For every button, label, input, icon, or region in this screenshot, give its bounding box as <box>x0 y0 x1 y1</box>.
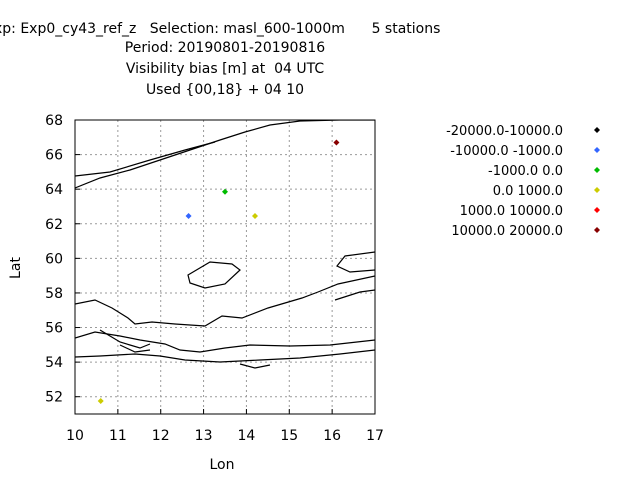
legend-label: -10000.0 -1000.0 <box>450 144 563 159</box>
y-tick-label: 54 <box>45 355 63 371</box>
grid-lines <box>74 119 376 414</box>
y-tick-label: 52 <box>45 390 63 406</box>
data-point <box>333 139 340 146</box>
x-tick-label: 12 <box>152 428 170 444</box>
x-tick-label: 16 <box>323 428 341 444</box>
title-experiment-line: xp: Exp0_cy43_ref_z Selection: masl_600-… <box>0 21 441 37</box>
legend-marker <box>594 127 600 133</box>
data-point <box>222 188 228 195</box>
data-points <box>97 139 340 405</box>
title-period-line: Period: 20190801-20190816 <box>124 40 326 56</box>
x-tick-label: 11 <box>109 428 127 444</box>
title-used-line: Used {00,18} + 04 10 <box>145 82 305 98</box>
legend-label: 10000.0 20000.0 <box>451 224 563 239</box>
legend-marker <box>594 167 600 173</box>
chart-title: Visibility bias [m] at 04 UTC <box>125 61 325 77</box>
data-point <box>97 398 104 405</box>
x-tick-label: 13 <box>195 428 213 444</box>
legend-marker <box>594 187 600 193</box>
y-tick-label: 64 <box>45 182 63 198</box>
legend: -20000.0-10000.0 -10000.0 -1000.0 -1000.0 … <box>446 124 600 239</box>
legend-label: 1000.0 10000.0 <box>460 204 563 219</box>
x-axis-label: Lon <box>210 457 235 473</box>
legend-label: -1000.0 0.0 <box>488 164 563 179</box>
legend-label: -20000.0-10000.0 <box>446 124 563 139</box>
x-axis-ticks: 10 11 12 13 14 15 16 17 <box>66 409 384 444</box>
data-point <box>185 212 192 219</box>
legend-marker <box>594 227 600 233</box>
y-axis-label: Lat <box>8 257 24 279</box>
y-tick-label: 68 <box>45 113 63 129</box>
y-axis-ticks: 52 54 56 58 60 62 64 66 68 <box>45 113 80 406</box>
data-point <box>252 212 258 219</box>
y-tick-label: 56 <box>45 321 63 337</box>
legend-marker <box>594 147 600 153</box>
x-tick-label: 10 <box>66 428 84 444</box>
y-tick-label: 66 <box>45 148 63 164</box>
y-tick-label: 62 <box>45 217 63 233</box>
x-tick-label: 17 <box>366 428 384 444</box>
x-tick-label: 14 <box>238 428 256 444</box>
y-tick-label: 58 <box>45 286 63 302</box>
legend-label: 0.0 1000.0 <box>493 184 563 199</box>
plot-frame <box>74 119 376 415</box>
y-tick-label: 60 <box>45 251 63 267</box>
legend-marker <box>594 207 600 213</box>
coastline-map <box>75 120 375 369</box>
x-tick-label: 15 <box>280 428 298 444</box>
